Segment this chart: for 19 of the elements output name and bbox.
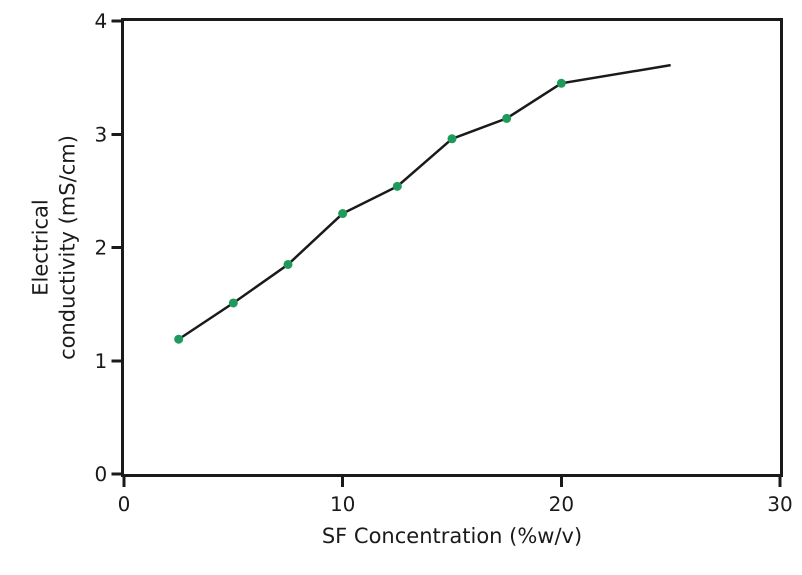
- point: [338, 209, 348, 218]
- point: [556, 78, 566, 88]
- y-tick-label: 1: [94, 348, 108, 373]
- x-tick-label: 20: [548, 492, 574, 516]
- x-tick-label: 0: [118, 492, 130, 516]
- y-tick-label: 0: [94, 462, 108, 486]
- point: [448, 134, 456, 144]
- point: [284, 260, 292, 269]
- y-tick-label: 4: [94, 9, 108, 33]
- point: [392, 182, 402, 191]
- point: [502, 114, 512, 123]
- point: [174, 334, 184, 344]
- x-tick-label: 10: [330, 492, 356, 516]
- point: [228, 298, 238, 308]
- x-tick-label: 30: [767, 492, 793, 516]
- y-tick-label: 3: [94, 122, 108, 146]
- x-axis-title: SF Concentration (%w/v): [322, 524, 582, 548]
- y-axis-title: Electrical conductivity (mS/cm): [28, 135, 80, 360]
- y-tick-label: 2: [94, 236, 108, 260]
